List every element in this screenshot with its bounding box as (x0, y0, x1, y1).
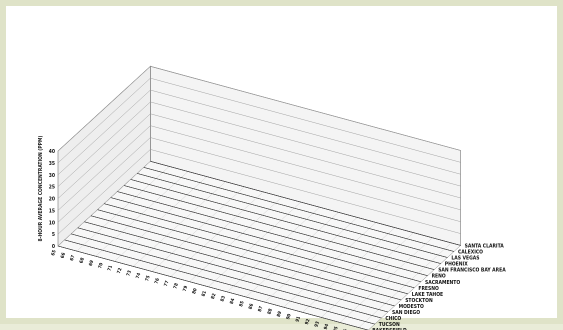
series-area-bakersfield (57, 245, 369, 330)
y-tick-labels: 0 5 10 15 20 25 30 35 40 (49, 149, 55, 250)
gridline (57, 89, 461, 175)
x-tick-label: 85 (238, 300, 246, 307)
y-tick-label: 5 (52, 232, 55, 238)
y-tick-label: 0 (52, 244, 55, 250)
x-tick-label: 72 (116, 267, 124, 274)
x-tick-label: 84 (229, 298, 237, 305)
x-tick-label: 94 (323, 323, 331, 330)
x-tick-label: 90 (285, 313, 293, 320)
series-label: LAKE TAHOE (412, 292, 443, 298)
series-label: FRESNO (418, 286, 439, 292)
x-tick-label: 67 (69, 254, 77, 261)
series-area-tucson (64, 239, 375, 325)
x-tick-label: 77 (163, 280, 171, 287)
series-area-reno (117, 191, 428, 276)
series-area-chico (71, 233, 382, 319)
series-area-lake-tahoe (97, 209, 408, 295)
series-label: CHICO (385, 316, 401, 322)
x-tick-label: 73 (125, 270, 133, 277)
x-tick-label: 79 (182, 285, 190, 292)
series-label: STOCKTON (405, 298, 433, 304)
series-area-las-vegas (137, 173, 448, 258)
x-tick-label: 70 (97, 262, 105, 269)
x-tick-label: 81 (201, 290, 209, 297)
chart-series-group (57, 161, 461, 330)
x-tick-label: 91 (295, 315, 303, 322)
x-tick-label: 71 (107, 264, 115, 271)
x-tick-label: 87 (257, 305, 265, 312)
x-tick-label: 80 (191, 287, 199, 294)
x-tick-label: 66 (60, 252, 68, 259)
y-axis-title: 8-HOUR AVERAGE CONCENTRATION (PPM) (38, 136, 44, 242)
series-label: LAS VEGAS (451, 256, 479, 262)
x-tick-label: 76 (154, 277, 162, 284)
series-area-sacramento (110, 197, 422, 283)
gridline (57, 66, 461, 152)
gridline (57, 113, 461, 199)
x-tick-label: 65 (50, 249, 58, 256)
series-label: SAN FRANCISCO BAY AREA (438, 268, 506, 274)
y-tick-label: 30 (49, 173, 55, 179)
series-label: SAN DIEGO (392, 310, 420, 316)
x-tick-label: 75 (144, 275, 152, 282)
series-label: CALEXICO (458, 250, 483, 256)
x-tick-label: 78 (172, 282, 180, 289)
gridline (57, 125, 461, 211)
series-area-phoenix (130, 179, 441, 264)
series-area-san-diego (77, 227, 389, 313)
y-tick-label: 15 (49, 208, 55, 214)
series-area-modesto (84, 221, 395, 307)
x-tick-label: 93 (313, 321, 321, 328)
y-tick-label: 20 (49, 197, 55, 203)
series-label: RENO (432, 274, 446, 280)
chart-walls (57, 65, 462, 330)
y-tick-label: 40 (49, 149, 55, 155)
series-area-stockton (90, 215, 402, 301)
y-tick-label: 10 (49, 220, 55, 226)
x-tick-label: 89 (276, 310, 284, 317)
series-area-santa-clarita (150, 161, 461, 246)
x-tick-label: 74 (135, 272, 143, 279)
x-tick-label: 82 (210, 293, 218, 300)
gridline (57, 77, 461, 164)
x-tick-label: 95 (332, 326, 340, 330)
x-tick-label: 69 (88, 259, 96, 266)
gridline (57, 101, 461, 187)
series-label: PHOENIX (445, 262, 468, 268)
x-tick-label: 88 (266, 308, 274, 315)
gridline (57, 149, 461, 235)
x-tick-label: 86 (248, 303, 256, 310)
series-label: SACRAMENTO (425, 280, 460, 286)
y-tick-label: 35 (49, 161, 55, 167)
gridline (57, 137, 461, 223)
series-label: SANTA CLARITA (465, 243, 505, 249)
series-area-calexico (143, 167, 455, 252)
series-area-san-francisco-bay-area (123, 185, 435, 270)
series-label: MODESTO (399, 304, 424, 310)
x-tick-label: 92 (304, 318, 312, 325)
x-tick-label: 68 (78, 257, 86, 264)
series-area-fresno (104, 203, 415, 289)
y-tick-label: 25 (49, 185, 55, 191)
x-tick-label: 83 (219, 295, 227, 302)
